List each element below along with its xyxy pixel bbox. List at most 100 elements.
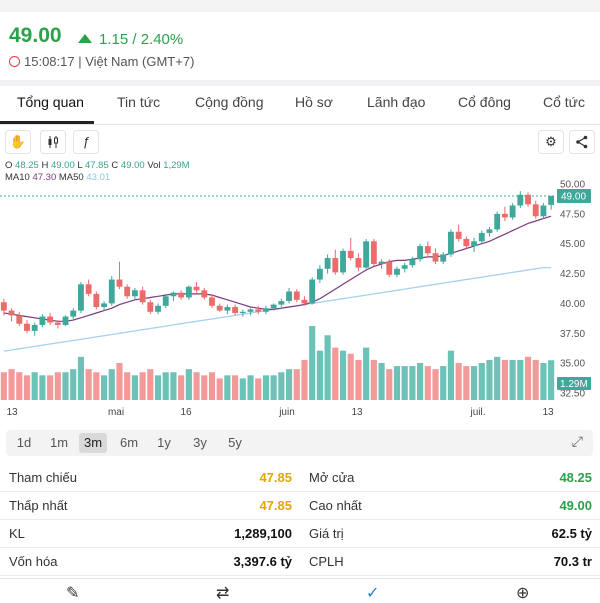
- volume-bar: [100, 375, 108, 400]
- x-tick-label: 13: [351, 407, 363, 418]
- volume-bar: [417, 363, 424, 400]
- current-price: 49.00: [9, 24, 62, 47]
- ma-legend: MA10 47.30 MA50 43.01: [5, 172, 110, 183]
- stat-value: 3,397.6 tỷ: [233, 554, 292, 569]
- volume-bar: [147, 369, 154, 400]
- check-icon[interactable]: ✓: [366, 585, 380, 602]
- range-1m[interactable]: 1m: [49, 435, 69, 450]
- candle-body: [494, 213, 501, 230]
- range-5y[interactable]: 5y: [228, 435, 242, 450]
- candle-body: [540, 205, 547, 217]
- volume-bar: [154, 375, 162, 400]
- volume-badge: [557, 377, 591, 390]
- volume-bar: [347, 353, 354, 400]
- range-3y[interactable]: 3y: [193, 435, 207, 450]
- volume-bar: [239, 378, 246, 400]
- price-chart[interactable]: 50.00 47.50 45.00 42.50 40.00 37.50 35.00 32.50…: [0, 180, 600, 420]
- candle-body: [270, 304, 277, 309]
- candle-body: [324, 258, 331, 269]
- low-label: L: [77, 160, 83, 171]
- candlestick-icon[interactable]: [40, 130, 66, 154]
- volume-bar: [378, 363, 385, 400]
- x-tick-label: 13: [6, 407, 18, 418]
- stat-value: 47.85: [259, 470, 292, 485]
- candle-body: [455, 231, 462, 239]
- tab-community[interactable]: Cộng đồng: [195, 94, 264, 110]
- high-value: 49.00: [50, 160, 75, 171]
- candle-body: [432, 253, 439, 262]
- expand-icon[interactable]: ⤢: [571, 433, 583, 449]
- volume-bar: [401, 366, 408, 400]
- fx-icon[interactable]: ƒ: [73, 130, 99, 154]
- stat-value: 47.85: [259, 498, 292, 513]
- x-tick-label: juin: [278, 407, 295, 418]
- volume-bar: [208, 372, 216, 400]
- candle-body: [316, 268, 323, 280]
- candle-body: [424, 246, 431, 254]
- stats-row: Vốn hóa 3,397.6 tỷ CPLH 70.3 tr: [0, 547, 600, 576]
- candle-body: [193, 286, 200, 291]
- candle-body: [501, 213, 508, 218]
- tab-dividends[interactable]: Cổ tức: [543, 94, 586, 110]
- candle-body: [139, 290, 146, 303]
- stats-row: Thấp nhất 47.85 Cao nhất 49.00: [0, 491, 600, 520]
- volume-bar: [470, 366, 478, 400]
- volume-bar: [131, 375, 138, 400]
- candle-body: [155, 305, 161, 312]
- up-arrow-icon: [78, 34, 92, 43]
- volume-value: 1,29M: [163, 160, 190, 171]
- last-price-badge: [557, 188, 591, 203]
- volume-bar: [285, 369, 293, 400]
- range-1y[interactable]: 1y: [157, 435, 171, 450]
- candle-body: [131, 290, 138, 297]
- stat-value: 62.5 tỷ: [551, 526, 592, 541]
- candle-body: [293, 291, 300, 300]
- candle-body: [224, 307, 231, 311]
- swap-icon[interactable]: ⇄: [216, 585, 230, 602]
- settings-icon[interactable]: ⚙: [538, 130, 564, 154]
- candle-body: [394, 268, 400, 275]
- volume-bar: [355, 359, 362, 400]
- stat-value: 49.00: [559, 498, 592, 513]
- candle-body: [47, 316, 54, 323]
- candle-body: [378, 261, 385, 265]
- volume-bar: [116, 363, 123, 400]
- y-tick-label: 37.50: [560, 329, 585, 340]
- tab-overview[interactable]: Tổng quan: [17, 94, 84, 110]
- tab-shareholders[interactable]: Cổ đông: [458, 94, 511, 110]
- tab-profile[interactable]: Hồ sơ: [295, 94, 333, 110]
- volume-bar: [31, 372, 38, 400]
- hand-icon[interactable]: ✋: [5, 130, 31, 154]
- candle-body: [239, 311, 246, 313]
- range-3m[interactable]: 3m: [79, 433, 107, 453]
- volume-bar: [440, 366, 447, 400]
- stat-label: KL: [9, 526, 25, 541]
- open-value: 48.25: [15, 160, 39, 171]
- range-1d[interactable]: 1d: [16, 435, 32, 450]
- volume-bar: [224, 375, 231, 400]
- volume-bar: [255, 378, 262, 400]
- candle-body: [232, 307, 239, 313]
- volume-bar: [339, 350, 347, 400]
- add-alert-icon[interactable]: ⊕: [516, 585, 530, 602]
- low-value: 47.85: [84, 160, 109, 171]
- x-tick-label: 13: [542, 407, 554, 418]
- stat-label: Mở cửa: [309, 470, 355, 485]
- range-6m[interactable]: 6m: [119, 435, 139, 450]
- volume-bar: [232, 375, 239, 400]
- separator: [0, 80, 600, 86]
- candle-body: [170, 292, 177, 297]
- tab-leadership[interactable]: Lãnh đạo: [367, 94, 426, 110]
- stat-value: 48.25: [559, 470, 592, 485]
- volume-bar: [278, 372, 285, 400]
- volume-bar: [386, 369, 393, 400]
- volume-bar: [162, 372, 169, 400]
- tab-news[interactable]: Tin tức: [117, 94, 161, 110]
- volume-bar: [270, 375, 277, 400]
- share-icon[interactable]: [569, 130, 595, 154]
- volume-bar: [139, 372, 146, 400]
- pencil-icon[interactable]: ✎: [66, 585, 80, 602]
- candle-body: [355, 258, 362, 268]
- stat-label: Tham chiếu: [9, 470, 77, 485]
- ma10-value: 47.30: [32, 172, 57, 183]
